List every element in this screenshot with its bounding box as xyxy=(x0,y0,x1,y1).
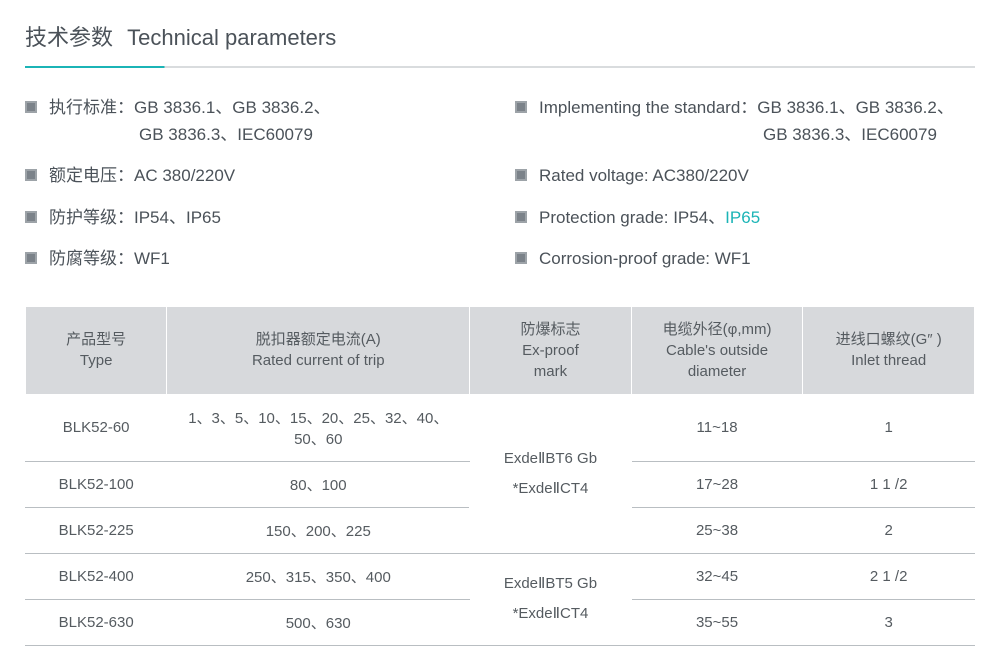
table-header-cell: 产品型号Type xyxy=(26,306,167,394)
square-bullet-icon xyxy=(25,101,37,113)
cell-inlet: 1 1 /2 xyxy=(803,461,975,507)
cell-current: 80、100 xyxy=(167,461,470,507)
table-row: BLK52-601、3、5、10、15、20、25、32、40、50、60Exd… xyxy=(26,394,975,461)
page-title: 技术参数 Technical parameters xyxy=(25,20,975,68)
spec-text: Corrosion-proof grade: WF1 xyxy=(539,245,975,272)
spec-line: Rated voltage: AC380/220V xyxy=(515,162,975,189)
spec-text: Protection grade: IP54、IP65 xyxy=(539,204,975,231)
cell-exproof: ExdeⅡBT5 Gb*ExdeⅡCT4 xyxy=(470,553,632,645)
spec-line: Protection grade: IP54、IP65 xyxy=(515,204,975,231)
table-header-row: 产品型号Type脱扣器额定电流(A)Rated current of trip防… xyxy=(26,306,975,394)
cell-diam: 17~28 xyxy=(631,461,803,507)
cell-current: 500、630 xyxy=(167,599,470,645)
square-bullet-icon xyxy=(25,169,37,181)
spec-text: 防护等级：IP54、IP65 xyxy=(49,204,485,231)
square-bullet-icon xyxy=(25,252,37,264)
table-header-cell: 进线口螺纹(G″ )Inlet thread xyxy=(803,306,975,394)
spec-right-col: Implementing the standard：GB 3836.1、GB 3… xyxy=(515,94,975,286)
cell-type: BLK52-100 xyxy=(26,461,167,507)
cell-type: BLK52-225 xyxy=(26,507,167,553)
spec-line: 执行标准：GB 3836.1、GB 3836.2、GB 3836.3、IEC60… xyxy=(25,94,485,148)
cell-inlet: 1 xyxy=(803,394,975,461)
square-bullet-icon xyxy=(515,252,527,264)
table-header-cell: 电缆外径(φ,mm)Cable's outsidediameter xyxy=(631,306,803,394)
spec-text: 执行标准：GB 3836.1、GB 3836.2、GB 3836.3、IEC60… xyxy=(49,94,485,148)
spec-line: Corrosion-proof grade: WF1 xyxy=(515,245,975,272)
cell-diam: 11~18 xyxy=(631,394,803,461)
spec-line: 额定电压：AC 380/220V xyxy=(25,162,485,189)
cell-inlet: 3 xyxy=(803,599,975,645)
square-bullet-icon xyxy=(25,211,37,223)
cell-type: BLK52-400 xyxy=(26,553,167,599)
cell-current: 250、315、350、400 xyxy=(167,553,470,599)
cell-type: BLK52-60 xyxy=(26,394,167,461)
cell-diam: 25~38 xyxy=(631,507,803,553)
cell-type: BLK52-630 xyxy=(26,599,167,645)
cell-inlet: 2 1 /2 xyxy=(803,553,975,599)
spec-text: 防腐等级：WF1 xyxy=(49,245,485,272)
spec-line: Implementing the standard：GB 3836.1、GB 3… xyxy=(515,94,975,148)
square-bullet-icon xyxy=(515,169,527,181)
table-row: BLK52-400250、315、350、400ExdeⅡBT5 Gb*Exde… xyxy=(26,553,975,599)
cell-inlet: 2 xyxy=(803,507,975,553)
spec-text: 额定电压：AC 380/220V xyxy=(49,162,485,189)
spec-left-col: 执行标准：GB 3836.1、GB 3836.2、GB 3836.3、IEC60… xyxy=(25,94,485,286)
table-header-cell: 脱扣器额定电流(A)Rated current of trip xyxy=(167,306,470,394)
spec-line: 防护等级：IP54、IP65 xyxy=(25,204,485,231)
cell-current: 150、200、225 xyxy=(167,507,470,553)
cell-diam: 32~45 xyxy=(631,553,803,599)
spec-text: Rated voltage: AC380/220V xyxy=(539,162,975,189)
title-cn: 技术参数 xyxy=(25,25,113,50)
param-table: 产品型号Type脱扣器额定电流(A)Rated current of trip防… xyxy=(25,306,975,646)
square-bullet-icon xyxy=(515,211,527,223)
cell-exproof: ExdeⅡBT6 Gb*ExdeⅡCT4 xyxy=(470,394,632,553)
square-bullet-icon xyxy=(515,101,527,113)
cell-current: 1、3、5、10、15、20、25、32、40、50、60 xyxy=(167,394,470,461)
title-en: Technical parameters xyxy=(127,25,336,50)
spec-columns: 执行标准：GB 3836.1、GB 3836.2、GB 3836.3、IEC60… xyxy=(25,94,975,286)
spec-text: Implementing the standard：GB 3836.1、GB 3… xyxy=(539,94,975,148)
cell-diam: 35~55 xyxy=(631,599,803,645)
table-header-cell: 防爆标志Ex-proofmark xyxy=(470,306,632,394)
spec-line: 防腐等级：WF1 xyxy=(25,245,485,272)
